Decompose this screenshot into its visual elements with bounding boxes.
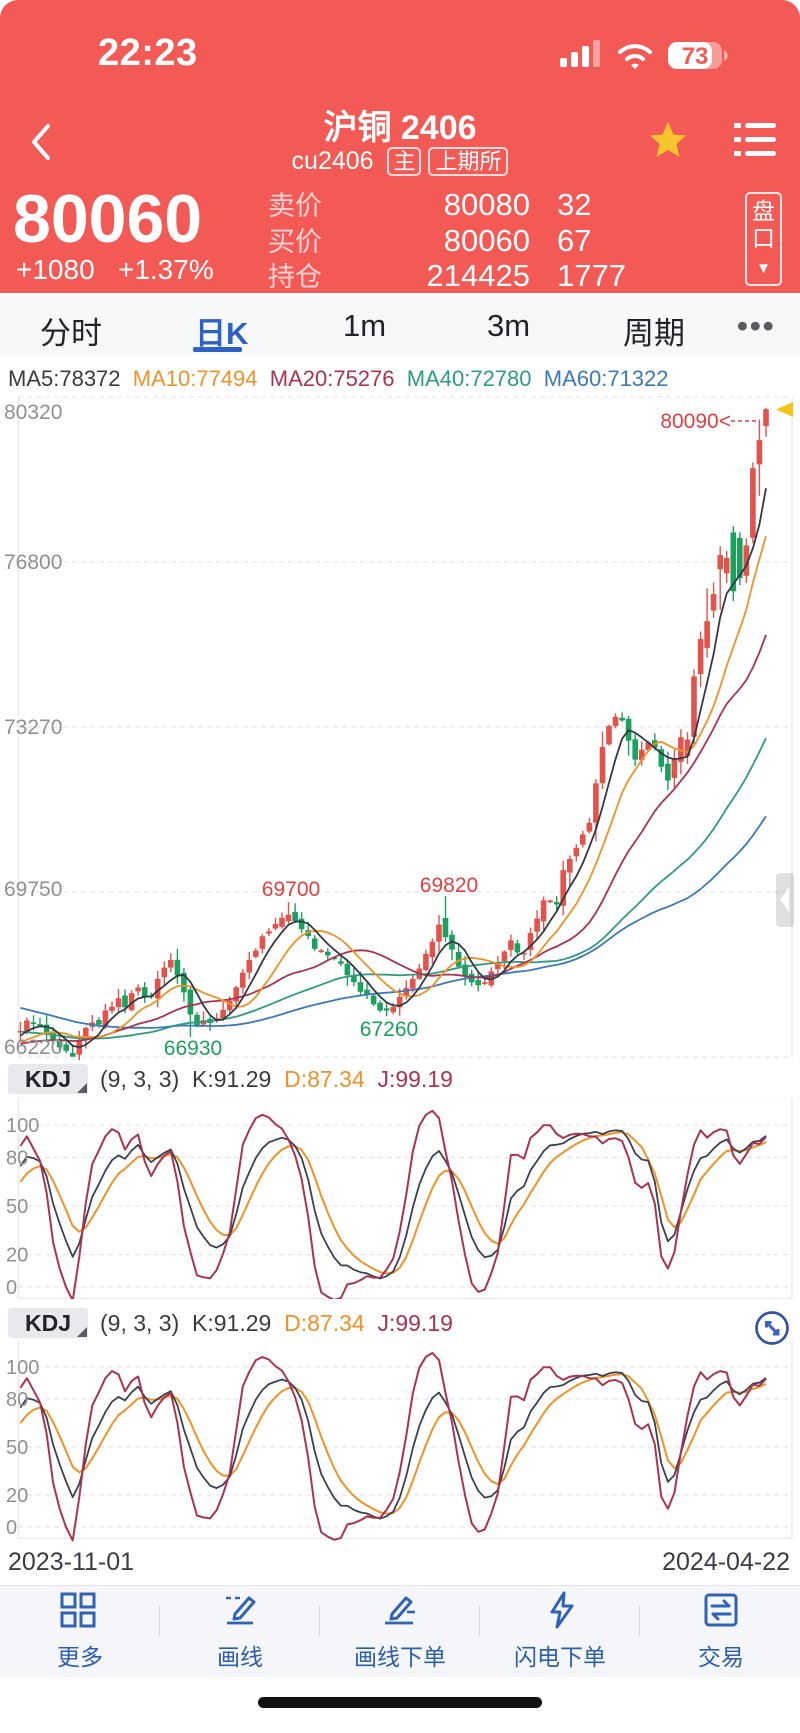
svg-text:80090<: 80090< (660, 410, 731, 433)
svg-text:100: 100 (6, 1115, 39, 1137)
svg-text:66930: 66930 (164, 1037, 222, 1060)
svg-text:50: 50 (6, 1196, 28, 1218)
svg-text:69750: 69750 (4, 878, 62, 901)
svg-text:69820: 69820 (420, 874, 478, 897)
svg-text:0: 0 (6, 1517, 17, 1539)
svg-text:20: 20 (6, 1485, 28, 1507)
svg-text:66220: 66220 (4, 1036, 62, 1059)
svg-text:80: 80 (6, 1389, 28, 1411)
svg-text:73270: 73270 (4, 716, 62, 739)
svg-text:0: 0 (6, 1277, 17, 1299)
svg-text:69700: 69700 (262, 878, 320, 901)
svg-text:76800: 76800 (4, 551, 62, 574)
svg-text:73: 73 (682, 43, 709, 70)
svg-text:67260: 67260 (360, 1018, 418, 1041)
svg-text:50: 50 (6, 1437, 28, 1459)
svg-text:80320: 80320 (4, 401, 62, 424)
svg-text:20: 20 (6, 1245, 28, 1267)
svg-text:100: 100 (6, 1357, 39, 1379)
svg-text:80: 80 (6, 1147, 28, 1169)
